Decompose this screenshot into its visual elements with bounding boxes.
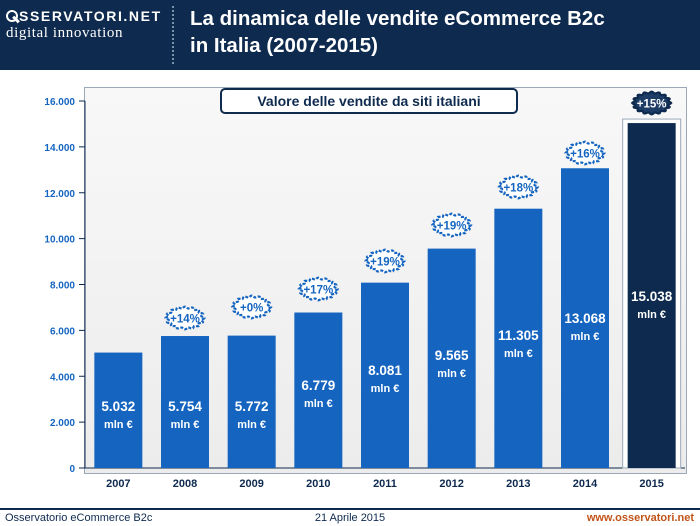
bar-2015 [627,123,676,469]
x-tick-label: 2008 [173,478,197,490]
bar-2012 [427,248,476,468]
x-tick-label: 2011 [373,478,397,490]
unit-label: mln € [571,331,600,343]
chart-title: Valore delle vendite da siti italiani [220,88,518,114]
growth-label: +0% [240,303,263,315]
growth-badge [564,140,606,166]
x-tick-label: 2012 [439,478,463,490]
growth-label: +19% [370,257,400,269]
unit-label: mln € [371,383,400,395]
growth-label: +16% [570,149,600,161]
value-label: 13.068 [564,311,606,326]
x-tick-label: 2013 [506,478,530,490]
footer-website-link[interactable]: www.osservatori.net [586,512,694,524]
growth-badge [630,90,673,116]
unit-label: mln € [237,419,266,431]
x-tick-label: 2007 [106,478,130,490]
title-line-2: in Italia (2007-2015) [190,34,379,57]
y-tick-label: 0 [69,464,75,475]
logo-top-text: SSERVATORI.NET [19,8,162,24]
y-tick-label: 12.000 [44,189,75,200]
growth-badge [430,212,473,238]
logo-o-icon [6,10,18,22]
growth-label: +17% [303,285,333,297]
bar-2011 [361,282,409,468]
growth-badge [297,276,340,302]
growth-badge [230,294,273,320]
value-label: 6.779 [301,378,335,393]
value-label: 5.772 [235,399,269,414]
unit-label: mln € [304,398,333,410]
unit-label: mln € [637,309,666,321]
y-tick-label: 6.000 [50,326,75,337]
unit-label: mln € [504,348,533,360]
x-tick-label: 2015 [639,478,663,490]
value-label: 8.081 [368,363,402,378]
unit-label: mln € [104,419,133,431]
y-tick-label: 4.000 [50,372,75,383]
growth-badge [497,174,540,200]
logo[interactable]: SSERVATORI.NET digital innovation [6,8,162,42]
y-tick-label: 16.000 [44,97,75,108]
bar-2008 [161,336,209,468]
bar-2014 [561,168,609,468]
footer-left-text: Osservatorio eCommerce B2c [5,512,153,524]
value-label: 15.038 [631,289,673,304]
logo-bottom-text: digital innovation [6,25,124,41]
y-tick-label: 8.000 [50,281,75,292]
x-tick-label: 2009 [239,478,263,490]
header-banner: SSERVATORI.NET digital innovation La din… [0,0,700,70]
bar-2010 [294,312,343,468]
x-tick-label: 2010 [306,478,330,490]
header-separator [172,6,174,64]
growth-label: +14% [170,314,200,326]
title-line-1: La dinamica delle vendite eCommerce B2c [190,7,605,30]
growth-badge [164,305,206,331]
y-tick-label: 14.000 [44,143,75,154]
footer-divider [0,508,700,510]
value-label: 11.305 [498,328,539,343]
bar-2007 [94,352,143,468]
value-label: 5.754 [168,399,202,414]
unit-label: mln € [437,368,466,380]
value-label: 9.565 [435,348,469,363]
growth-label: +19% [437,221,467,233]
growth-label: +18% [503,183,533,195]
unit-label: mln € [171,419,200,431]
y-tick-label: 2.000 [50,418,75,429]
growth-badge [364,248,406,274]
bar-2013 [494,208,543,468]
bar-2009 [227,335,276,468]
y-tick-label: 10.000 [44,235,75,246]
x-tick-label: 2014 [573,478,598,490]
growth-label: +15% [637,99,667,111]
footer-date: 21 Aprile 2015 [314,512,386,524]
value-label: 5.032 [101,399,135,414]
page-title: La dinamica delle vendite eCommerce B2c … [190,5,690,59]
